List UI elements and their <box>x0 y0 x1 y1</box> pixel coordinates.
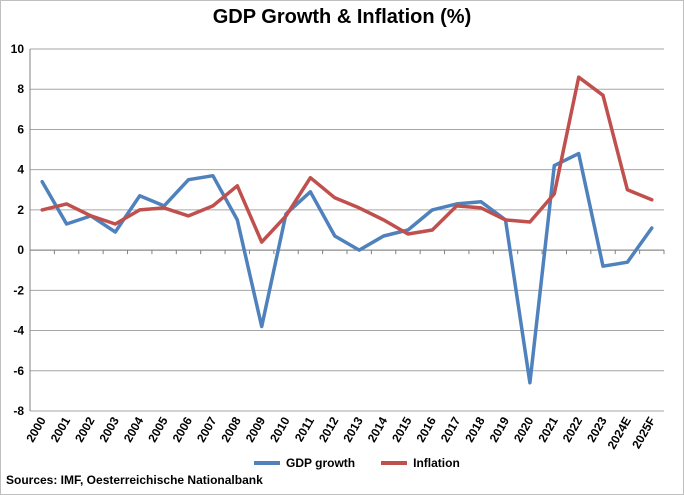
x-tick-label: 2008 <box>218 414 244 444</box>
legend: GDP growth Inflation <box>254 456 460 470</box>
y-tick-label: -6 <box>13 364 24 378</box>
source-note: Sources: IMF, Oesterreichische Nationalb… <box>6 473 263 487</box>
series-line-inflation <box>40 75 654 244</box>
x-tick-label: 2002 <box>72 414 98 444</box>
x-tick-label: 2017 <box>438 414 464 444</box>
x-tick-label: 2018 <box>462 414 488 444</box>
x-tick-label: 2011 <box>292 414 317 444</box>
x-tick-label: 2012 <box>316 414 342 444</box>
x-tick-label: 2010 <box>267 414 293 444</box>
x-tick-label: 2025F <box>629 415 658 451</box>
y-tick-label: -4 <box>13 324 24 338</box>
x-tick-label: 2004 <box>121 414 147 444</box>
x-tick-label: 2001 <box>48 414 74 444</box>
x-tick-label: 2023 <box>584 414 610 444</box>
y-tick-label: 10 <box>11 42 25 56</box>
x-tick-label: 2007 <box>194 414 220 444</box>
legend-swatch-inflation <box>381 461 408 465</box>
legend-item-gdp: GDP growth <box>254 456 355 470</box>
legend-label-inflation: Inflation <box>413 456 460 470</box>
x-tick-label: 2016 <box>413 414 439 444</box>
series-line-gdp-growth <box>40 151 654 385</box>
y-tick-label: -8 <box>13 404 24 418</box>
x-tick-label: 2006 <box>170 414 196 444</box>
legend-swatch-gdp <box>254 461 280 465</box>
x-tick-label: 2015 <box>389 414 415 444</box>
y-tick-label: 2 <box>17 203 24 217</box>
x-tick-label: 2013 <box>340 414 366 444</box>
y-tick-label: -2 <box>13 283 24 297</box>
x-tick-label: 2019 <box>487 414 513 444</box>
x-tick-label: 2021 <box>535 414 561 444</box>
legend-item-inflation: Inflation <box>381 456 460 470</box>
x-tick-label: 2003 <box>96 414 122 444</box>
y-tick-label: 8 <box>17 82 24 96</box>
y-tick-label: 6 <box>17 122 24 136</box>
x-tick-label: 2022 <box>560 414 586 444</box>
y-tick-label: 4 <box>17 163 24 177</box>
x-tick-label: 2009 <box>243 414 269 444</box>
x-tick-label: 2005 <box>145 414 171 444</box>
y-tick-label: 0 <box>17 243 24 257</box>
chart-title: GDP Growth & Inflation (%) <box>212 6 472 28</box>
x-tick-label: 2014 <box>365 414 391 444</box>
x-tick-label: 2000 <box>23 414 49 444</box>
legend-label-gdp: GDP growth <box>286 456 356 470</box>
x-tick-label: 2020 <box>511 414 537 444</box>
x-tick-label: 2024E <box>605 415 634 452</box>
